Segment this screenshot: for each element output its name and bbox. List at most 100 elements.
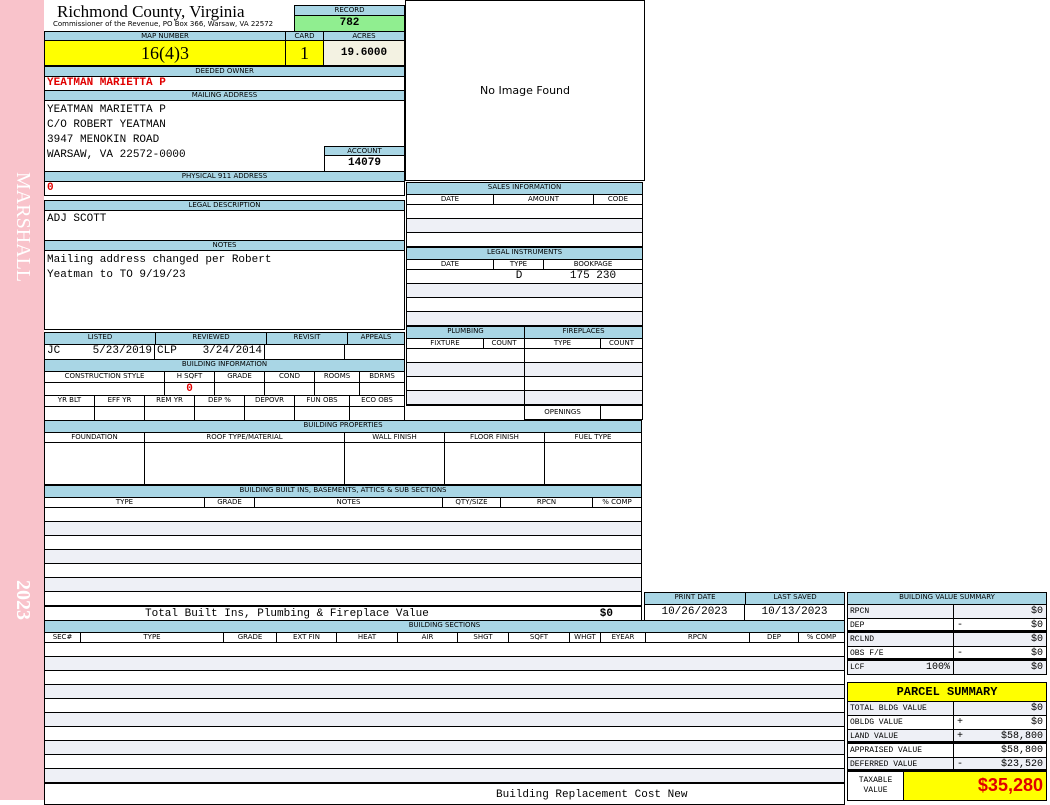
summary-value: $0 <box>1030 703 1043 714</box>
col-yr-blt: YR BLT <box>45 396 95 406</box>
building-information: BUILDING INFORMATION CONSTRUCTION STYLE … <box>44 359 405 421</box>
col-rpcn: RPCN <box>646 633 750 642</box>
col-type: TYPE <box>81 633 224 642</box>
summary-value: $58,800 <box>1000 731 1043 742</box>
building-sections-label: BUILDING SECTIONS <box>44 620 845 633</box>
col-air: AIR <box>398 633 458 642</box>
physical-address: 0 <box>44 181 405 196</box>
summary-row: APPRAISED VALUE $58,800 <box>847 744 1047 758</box>
summary-sign: + <box>957 717 964 728</box>
sales-rows <box>406 205 643 248</box>
address-line: WARSAW, VA 22572-0000 <box>47 149 186 161</box>
plumbing: PLUMBING FIXTURE COUNT <box>406 326 525 406</box>
summary-value: $0 <box>1030 717 1043 728</box>
col-rooms: ROOMS <box>315 372 360 382</box>
col-bookpage: BOOKPAGE <box>573 260 613 268</box>
openings-value <box>601 406 642 419</box>
built-ins-rows <box>44 508 642 607</box>
summary-label: LCF <box>850 663 865 672</box>
summary-row: RCLND $0 <box>847 633 1047 647</box>
col-rpcn: RPCN <box>501 498 593 507</box>
col-foundation: FOUNDATION <box>45 433 145 442</box>
last-saved-date: 10/13/2023 <box>761 606 828 618</box>
revisit-label: REVISIT <box>267 333 348 344</box>
legal-description: ADJ SCOTT <box>44 210 405 241</box>
county-title: Richmond County, Virginia <box>57 2 245 21</box>
summary-label: DEP <box>850 621 865 630</box>
col-bdrms: BDRMS <box>369 372 395 380</box>
reviewed-by: CLP <box>157 345 177 357</box>
building-value-summary: BUILDING VALUE SUMMARY RPCN $0 DEP - $0 RCLND… <box>847 592 1047 675</box>
building-value-summary-label: BUILDING VALUE SUMMARY <box>847 592 1047 605</box>
col-dep: DEP <box>750 633 799 642</box>
plumbing-label: PLUMBING <box>406 326 525 339</box>
instrument-type: D <box>515 270 523 282</box>
building-properties: BUILDING PROPERTIES FOUNDATION ROOF TYPE… <box>44 420 642 485</box>
col-count: COUNT <box>491 339 517 347</box>
appeals-label: APPEALS <box>360 333 392 341</box>
fireplaces: FIREPLACES TYPE COUNT OPENINGS <box>524 326 643 420</box>
summary-label: TOTAL BLDG VALUE <box>850 704 927 713</box>
listed-label: LISTED <box>45 333 156 344</box>
year-label: 2023 <box>12 580 34 620</box>
col-rem-yr: REM YR <box>145 396 195 406</box>
acres-value: 19.6000 <box>323 40 405 66</box>
reviewed-date: 3/24/2014 <box>202 345 262 357</box>
col-comp: % COMP <box>806 633 837 641</box>
built-ins: BUILDING BUILT INS, BASEMENTS, ATTICS & … <box>44 485 642 623</box>
built-ins-total-label: Total Built Ins, Plumbing & Fireplace Va… <box>145 608 429 620</box>
print-date: 10/26/2023 <box>645 605 745 620</box>
card-number: 1 <box>285 40 324 66</box>
revisit-value <box>265 345 345 359</box>
col-type: TYPE <box>525 339 601 348</box>
plumbing-rows <box>406 349 525 406</box>
col-type: TYPE <box>45 498 205 507</box>
sidebar: MARSHALL 2023 <box>0 0 44 800</box>
map-number: 16(4)3 <box>44 40 286 66</box>
appeals-value <box>345 345 404 359</box>
col-sec: SEC# <box>45 633 81 642</box>
built-ins-total: $0 <box>599 608 613 620</box>
deeded-owner: YEATMAN MARIETTA P <box>44 76 405 91</box>
address-line: 3947 MENOKIN ROAD <box>47 134 160 146</box>
reviewed-label: REVIEWED <box>156 333 267 344</box>
summary-value: $23,520 <box>1000 759 1043 770</box>
col-code: CODE <box>607 195 629 203</box>
summary-label: LAND VALUE <box>850 732 899 741</box>
last-saved-label: LAST SAVED <box>773 593 817 601</box>
county-subtitle: Commissioner of the Revenue, PO Box 366,… <box>53 20 274 28</box>
col-type: TYPE <box>494 260 544 269</box>
col-amount: AMOUNT <box>494 195 594 204</box>
summary-row: LCF 100% $0 <box>847 661 1047 675</box>
summary-row: TOTAL BLDG VALUE $0 <box>847 702 1047 716</box>
summary-label: RPCN <box>850 607 870 616</box>
col-shgt: SHGT <box>458 633 509 642</box>
built-ins-label: BUILDING BUILT INS, BASEMENTS, ATTICS & … <box>44 485 642 498</box>
summary-value: $0 <box>1030 662 1043 673</box>
listed-by: JC <box>47 345 61 357</box>
hsqft-value: 0 <box>165 383 215 395</box>
summary-row: OBLDG VALUE + $0 <box>847 716 1047 730</box>
district-label: MARSHALL <box>12 172 34 283</box>
col-fuel-type: FUEL TYPE <box>574 433 612 441</box>
building-properties-label: BUILDING PROPERTIES <box>44 420 642 433</box>
taxable-value-label: TAXABLE VALUE <box>848 772 904 800</box>
col-floor-finish: FLOOR FINISH <box>445 433 545 442</box>
col-ext-fin: EXT FIN <box>277 633 337 642</box>
summary-label: APPRAISED VALUE <box>850 746 923 755</box>
sales-information-label: SALES INFORMATION <box>406 182 643 195</box>
no-image-text: No Image Found <box>480 84 570 97</box>
openings-label: OPENINGS <box>525 406 601 419</box>
summary-value: $0 <box>1030 648 1043 659</box>
notes-line: Mailing address changed per Robert <box>47 254 272 266</box>
summary-sign: - <box>957 620 964 631</box>
legal-instruments: LEGAL INSTRUMENTS DATE TYPE BOOKPAGE D 175… <box>406 247 643 327</box>
replacement-cost-label: Building Replacement Cost New <box>496 789 688 801</box>
legal-instruments-label: LEGAL INSTRUMENTS <box>406 247 643 260</box>
address-line: C/O ROBERT YEATMAN <box>47 119 166 131</box>
summary-extra: 100% <box>925 662 950 673</box>
summary-sign: - <box>957 648 964 659</box>
print-date-label: PRINT DATE <box>645 593 746 604</box>
col-date: DATE <box>407 195 494 204</box>
listed-date: 5/23/2019 <box>92 345 152 357</box>
